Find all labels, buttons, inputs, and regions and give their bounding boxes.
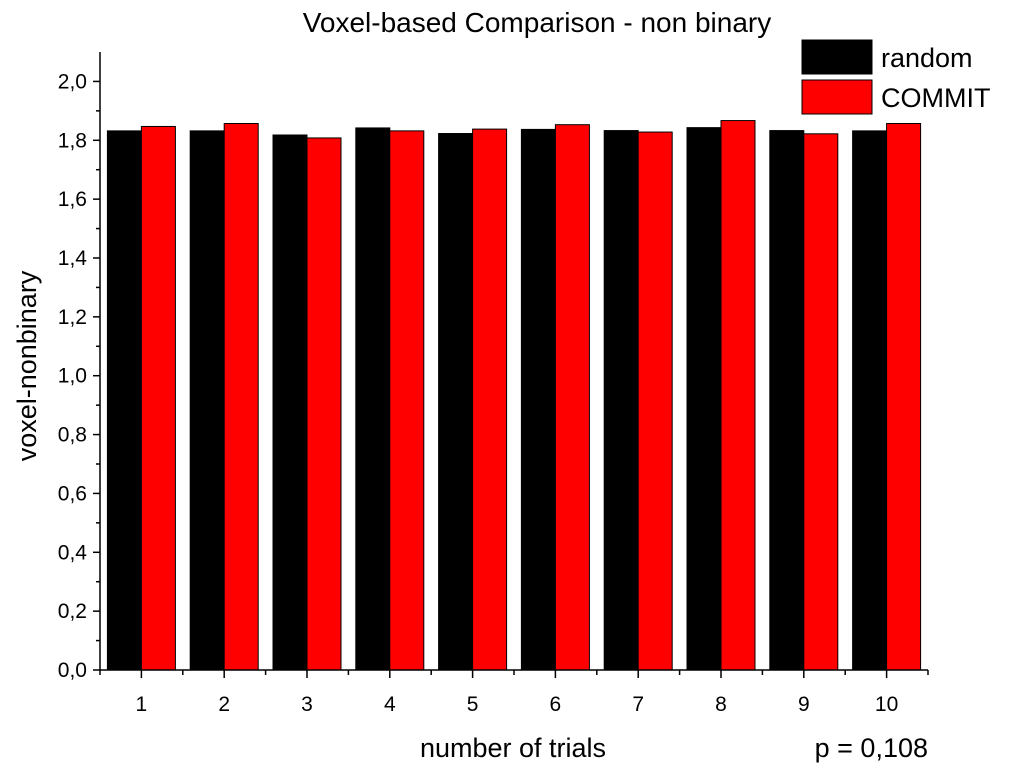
- x-tick-label: 2: [218, 693, 230, 716]
- legend-swatch-commit: [801, 79, 873, 115]
- bar-random-trial-7: [603, 130, 639, 671]
- x-tick-label: 4: [384, 693, 396, 716]
- bar-random-trial-2: [189, 130, 225, 671]
- bar-commit-trial-2: [223, 123, 259, 671]
- bar-random-trial-9: [769, 130, 805, 671]
- x-tick-label: 3: [301, 693, 313, 716]
- legend-swatch-random: [801, 39, 873, 75]
- legend-label-commit: COMMIT: [881, 83, 990, 113]
- x-tick-label: 10: [875, 693, 898, 716]
- bar-commit-trial-9: [803, 133, 839, 671]
- x-tick-label: 5: [467, 693, 479, 716]
- y-tick-label: 0,0: [58, 659, 87, 682]
- x-tick-label: 8: [715, 693, 727, 716]
- bar-commit-trial-8: [720, 120, 756, 671]
- y-tick-label: 2,0: [58, 70, 87, 93]
- x-tick-label: 1: [136, 693, 148, 716]
- x-tick-label: 7: [632, 693, 644, 716]
- bar-random-trial-1: [106, 130, 142, 671]
- y-tick-label: 0,4: [58, 541, 88, 564]
- x-tick-label: 6: [550, 693, 562, 716]
- bar-commit-trial-1: [140, 125, 176, 671]
- bar-commit-trial-4: [389, 130, 425, 671]
- plot-area: [106, 120, 922, 671]
- legend-label-random: random: [881, 43, 973, 73]
- bar-commit-trial-7: [637, 131, 673, 671]
- p-value-annotation: p = 0,108: [815, 733, 928, 763]
- bar-commit-trial-3: [306, 137, 342, 671]
- x-axis-label: number of trials: [420, 733, 606, 763]
- bar-random-trial-3: [272, 134, 308, 671]
- y-tick-label: 1,6: [58, 188, 87, 211]
- chart-title: Voxel-based Comparison - non binary: [303, 7, 771, 38]
- bar-commit-trial-6: [554, 124, 590, 671]
- y-tick-label: 0,8: [58, 424, 87, 447]
- y-tick-label: 1,0: [58, 365, 87, 388]
- y-axis: 0,0 0,2 0,4 0,6 0,8 1,0 1,2 1,4 1,6 1,8 2,0: [58, 52, 101, 682]
- y-tick-label: 0,6: [58, 482, 87, 505]
- bar-random-trial-10: [852, 130, 888, 671]
- y-tick-label: 0,2: [58, 600, 87, 623]
- legend: random COMMIT: [801, 39, 990, 115]
- bar-random-trial-6: [520, 128, 556, 671]
- x-axis: 1 2 3 4 5 6 7 8 9 10: [99, 669, 929, 716]
- bar-random-trial-5: [438, 133, 474, 671]
- bar-commit-trial-5: [472, 128, 508, 671]
- y-tick-label: 1,2: [58, 306, 87, 329]
- bar-random-trial-4: [355, 127, 391, 671]
- bar-commit-trial-10: [886, 123, 922, 671]
- y-tick-label: 1,4: [58, 247, 88, 270]
- y-axis-label: voxel-nonbinary: [12, 270, 42, 461]
- x-tick-label: 9: [798, 693, 810, 716]
- y-tick-label: 1,8: [58, 129, 87, 152]
- bar-random-trial-8: [686, 127, 722, 671]
